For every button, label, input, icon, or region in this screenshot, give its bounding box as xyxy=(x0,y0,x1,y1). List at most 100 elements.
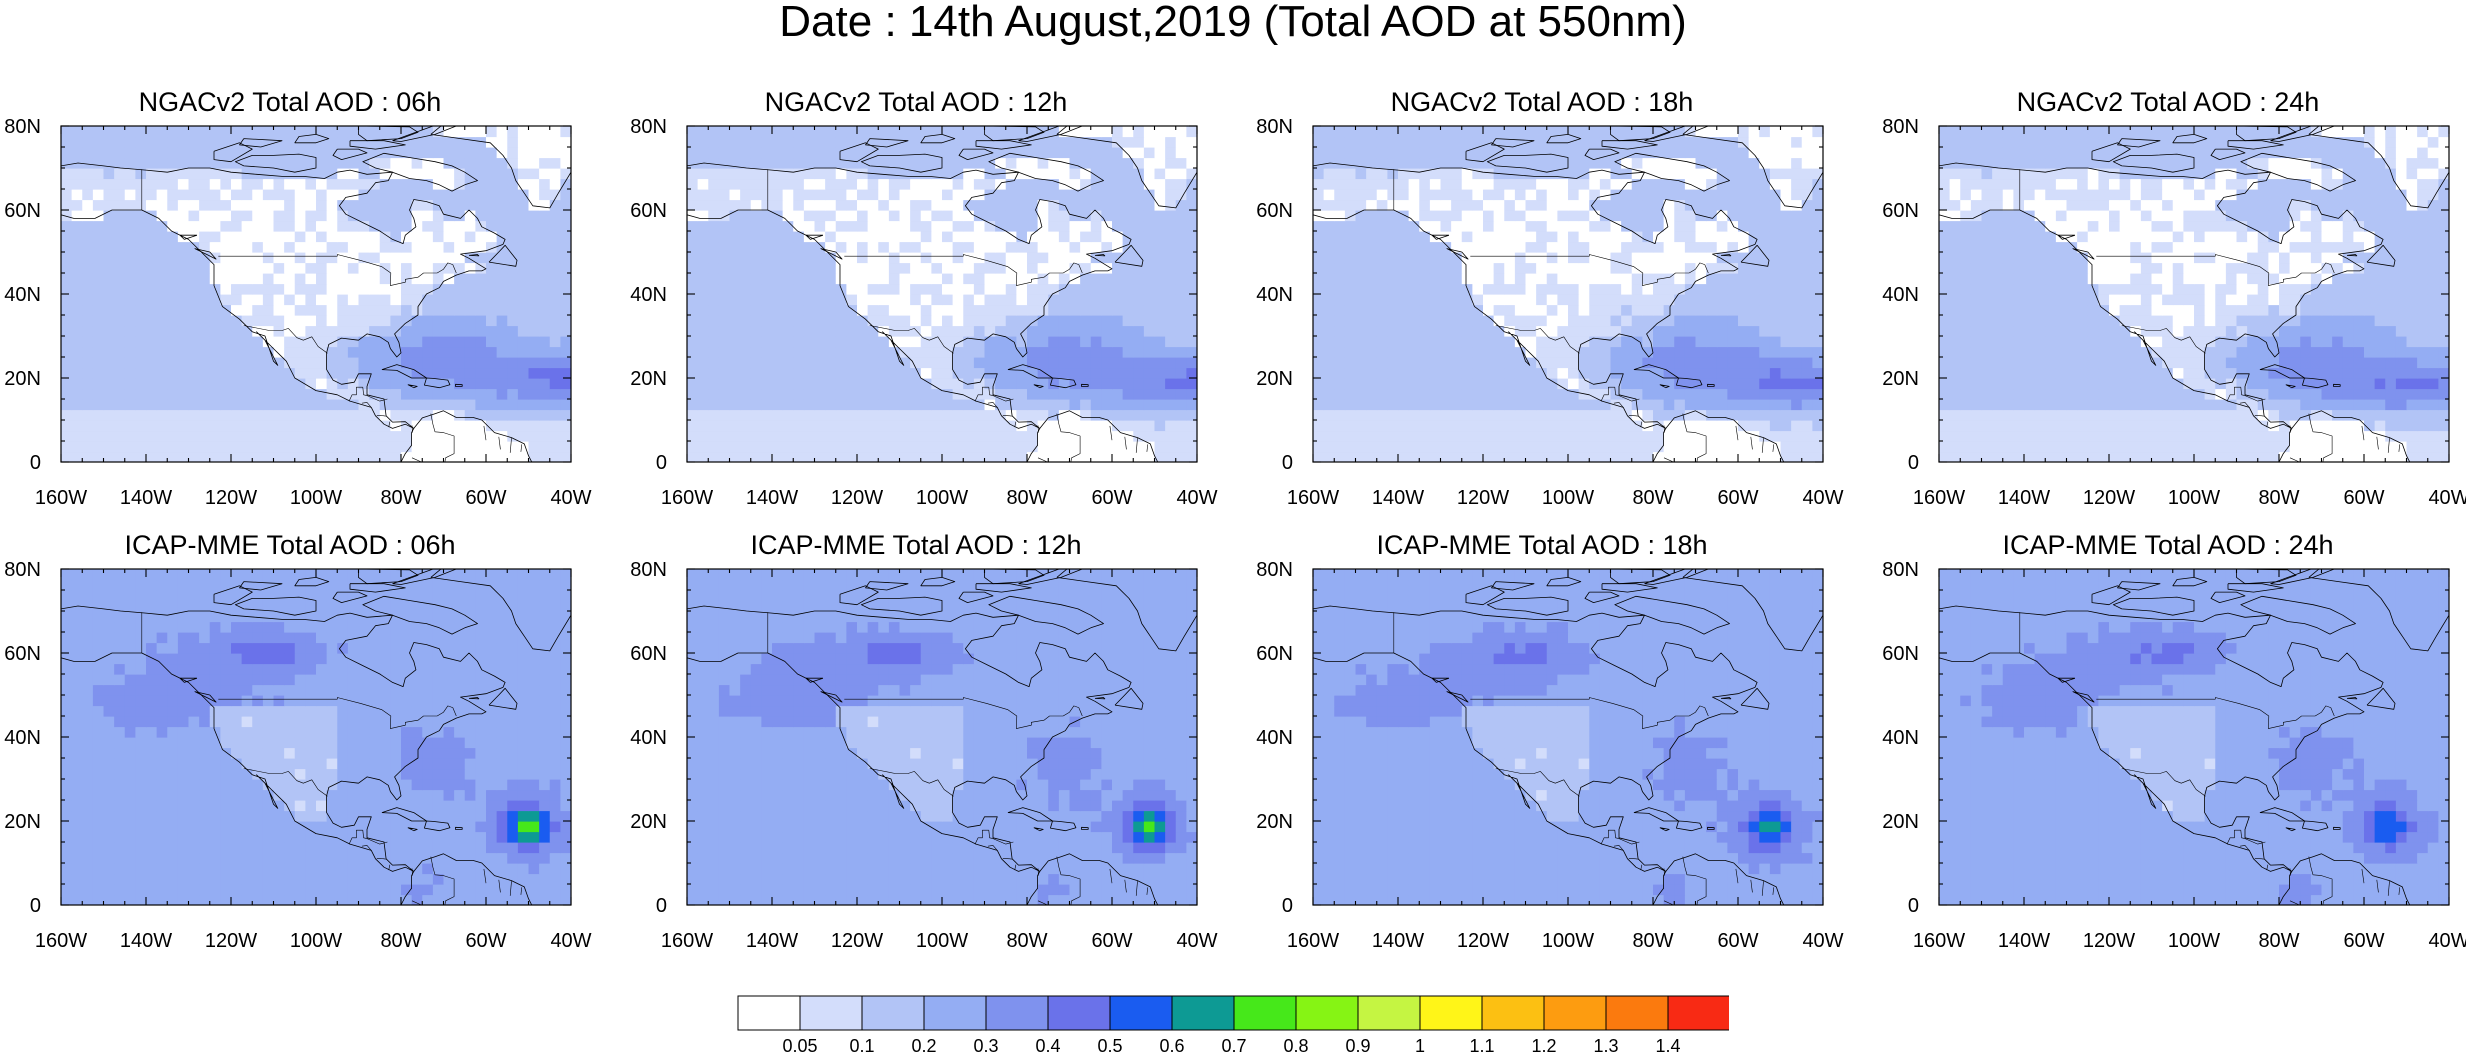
aod-cell xyxy=(1451,210,1463,222)
aod-cell xyxy=(1355,367,1367,379)
aod-cell xyxy=(1769,157,1782,169)
aod-cell xyxy=(1738,304,1750,316)
aod-cell xyxy=(1780,378,1792,390)
aod-cell xyxy=(984,241,996,253)
aod-cell xyxy=(888,273,901,285)
aod-cell xyxy=(305,241,317,253)
aod-cell xyxy=(740,241,752,253)
aod-cell xyxy=(1440,262,1452,274)
aod-cell xyxy=(846,420,858,432)
aod-cell xyxy=(931,357,943,369)
aod-cell xyxy=(772,199,784,211)
aod-cell xyxy=(1090,210,1102,222)
aod-cell xyxy=(963,231,975,243)
aod-cell xyxy=(146,357,158,369)
aod-cell xyxy=(1684,147,1697,159)
aod-cell xyxy=(156,294,168,306)
aod-cell xyxy=(71,451,83,462)
aod-cell xyxy=(1398,210,1410,222)
border-line xyxy=(411,457,422,462)
aod-cell xyxy=(167,231,179,243)
aod-cell xyxy=(750,304,762,316)
aod-cell xyxy=(1812,399,1823,411)
aod-cell xyxy=(1440,304,1452,316)
aod-cell xyxy=(1472,325,1484,337)
aod-cell xyxy=(1387,262,1399,274)
aod-cell xyxy=(316,325,328,337)
aod-cell xyxy=(1101,241,1113,253)
aod-cell xyxy=(1759,147,1771,159)
aod-cell xyxy=(199,430,211,442)
aod-cell xyxy=(1143,136,1156,148)
aod-cell xyxy=(973,189,986,201)
aod-cell xyxy=(782,283,794,295)
aod-cell xyxy=(517,283,530,295)
aod-cell xyxy=(920,231,932,243)
aod-cell xyxy=(761,157,773,169)
aod-cell xyxy=(1504,315,1516,327)
aod-cell xyxy=(1408,231,1420,243)
aod-cell xyxy=(1090,262,1102,274)
aod-cell xyxy=(231,325,243,337)
aod-cell xyxy=(241,336,253,348)
aod-cell xyxy=(209,294,221,306)
aod-cell xyxy=(963,388,975,400)
aod-cell xyxy=(1376,409,1388,421)
aod-cell xyxy=(1334,430,1346,442)
aod-cell xyxy=(1080,147,1092,159)
coastline xyxy=(1026,410,1159,462)
aod-cell xyxy=(528,304,540,316)
aod-cell xyxy=(252,367,264,379)
aod-cell xyxy=(560,168,571,180)
aod-cell xyxy=(718,231,731,243)
aod-cell xyxy=(135,283,147,295)
aod-cell xyxy=(814,273,826,285)
aod-cell xyxy=(984,430,996,442)
aod-cell xyxy=(1048,273,1060,285)
aod-cell xyxy=(369,420,381,432)
aod-cell xyxy=(1376,430,1388,442)
aod-cell xyxy=(1048,346,1060,358)
aod-cell xyxy=(1133,189,1145,201)
aod-cell xyxy=(1801,136,1813,148)
aod-cell xyxy=(1738,378,1750,390)
aod-cell xyxy=(443,315,455,327)
aod-cell xyxy=(379,409,391,421)
aod-cell xyxy=(1112,168,1124,180)
aod-cell xyxy=(1048,399,1060,411)
aod-cell xyxy=(1186,220,1197,232)
aod-cell xyxy=(1525,388,1537,400)
aod-cell xyxy=(1429,262,1442,274)
aod-cell xyxy=(1483,252,1495,264)
aod-cell xyxy=(1706,357,1718,369)
aod-cell xyxy=(846,441,858,453)
coastline xyxy=(975,140,1032,150)
aod-cell xyxy=(539,178,551,190)
aod-cell xyxy=(369,304,381,316)
aod-cell xyxy=(1653,430,1665,442)
aod-cell xyxy=(857,430,869,442)
aod-cell xyxy=(496,147,508,159)
aod-cell xyxy=(560,199,571,211)
coastline xyxy=(1546,134,1582,144)
aod-cell xyxy=(103,199,115,211)
aod-cell xyxy=(560,325,571,337)
aod-cell xyxy=(1472,346,1484,358)
aod-cell xyxy=(92,430,105,442)
aod-cell xyxy=(1769,441,1782,453)
aod-cell xyxy=(475,420,487,432)
aod-cell xyxy=(899,420,911,432)
aod-cell xyxy=(1112,294,1124,306)
aod-cell xyxy=(1027,168,1039,180)
aod-cell xyxy=(507,378,519,390)
aod-cell xyxy=(1334,357,1346,369)
aod-cell xyxy=(761,430,773,442)
aod-cell xyxy=(1791,451,1803,462)
aod-cell xyxy=(146,294,158,306)
aod-cell xyxy=(1748,157,1760,169)
aod-cell xyxy=(697,367,709,379)
aod-cell xyxy=(464,304,476,316)
aod-cell xyxy=(1376,388,1388,400)
aod-cell xyxy=(82,441,94,453)
aod-cell xyxy=(1398,241,1410,253)
